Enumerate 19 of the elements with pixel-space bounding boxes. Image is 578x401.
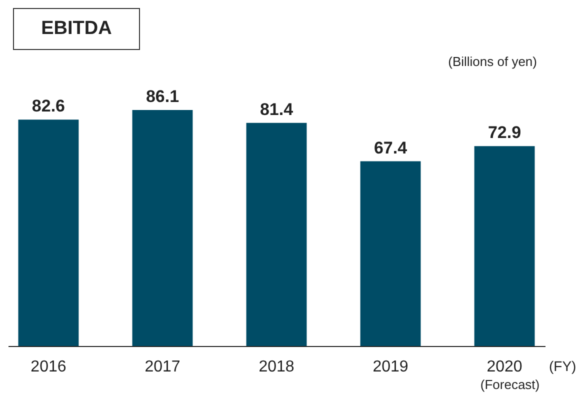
data-label: 81.4 bbox=[260, 100, 294, 119]
data-label: 67.4 bbox=[374, 138, 408, 158]
bar bbox=[246, 122, 307, 346]
data-label: 86.1 bbox=[146, 87, 180, 106]
text: (Billions of yen) bbox=[448, 54, 537, 69]
bar bbox=[18, 120, 79, 346]
chart-title: EBITDA bbox=[13, 8, 140, 50]
bar bbox=[132, 110, 193, 346]
text: (Forecast) bbox=[480, 377, 540, 392]
data-label: 82.6 bbox=[32, 96, 66, 116]
x-tick-label: 2018 bbox=[258, 358, 294, 376]
text: (FY) bbox=[549, 358, 576, 374]
x-tick-label: 2019 bbox=[372, 358, 408, 376]
bar bbox=[474, 146, 535, 346]
data-label: 72.9 bbox=[488, 123, 522, 142]
bar bbox=[360, 161, 421, 346]
x-tick-label: 2017 bbox=[144, 358, 180, 376]
x-tick-label: 2016 bbox=[30, 358, 66, 376]
x-tick-label: 2020 bbox=[486, 358, 522, 376]
